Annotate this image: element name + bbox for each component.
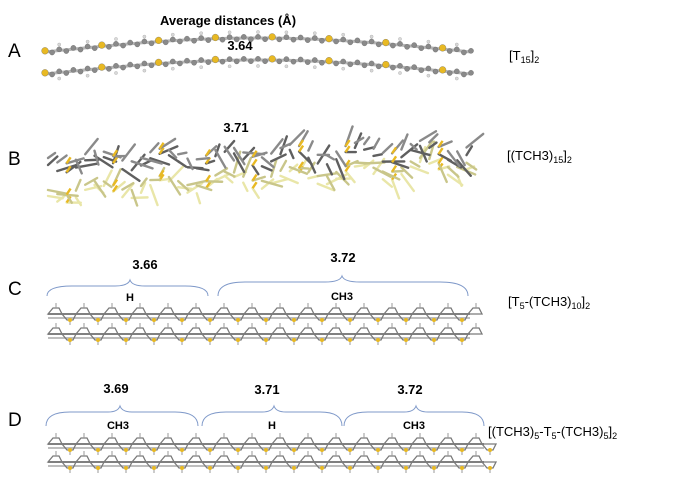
molecule-strands-d xyxy=(46,433,498,473)
formula-d: [(TCH3)5-T5-(TCH3)5]2 xyxy=(488,424,617,441)
brace-c-h xyxy=(46,278,209,297)
segment-label-c-2: CH3 xyxy=(331,291,353,303)
segment-label-d-3: CH3 xyxy=(403,420,425,432)
brace-d-h xyxy=(201,404,343,427)
panel-d: D 3.69 3.71 3.72 CH3 H CH3 [(TCH3)5-T5-(… xyxy=(8,381,617,473)
molecule-strands-a xyxy=(41,30,474,81)
brace-d-ch3-1 xyxy=(45,404,199,427)
segment-label-d-1: CH3 xyxy=(107,420,129,432)
distance-label-d-3: 3.72 xyxy=(397,382,422,397)
distance-label-a: 3.64 xyxy=(227,38,253,53)
molecule-strands-b xyxy=(46,125,485,207)
formula-c: [T5-(TCH3)10]2 xyxy=(508,294,590,311)
panel-b: B 3.71 [(TCH3)15]2 xyxy=(8,120,572,207)
formula-a: [T15]2 xyxy=(509,48,539,65)
formula-b: [(TCH3)15]2 xyxy=(507,148,572,165)
molecule-strands-c xyxy=(46,303,484,345)
segment-label-d-2: H xyxy=(268,420,276,432)
distance-label-c-2: 3.72 xyxy=(330,250,355,265)
distance-label-d-2: 3.71 xyxy=(254,382,279,397)
panel-a: A 3.64 [T15]2 xyxy=(8,30,539,81)
segment-label-c-1: H xyxy=(126,292,134,304)
panel-letter-c: C xyxy=(8,279,22,300)
distance-label-b: 3.71 xyxy=(223,120,248,135)
brace-d-ch3-2 xyxy=(343,404,485,427)
brace-c-ch3 xyxy=(217,274,469,297)
panel-c: C 3.66 3.72 H CH3 [T5-(TCH3)10]2 xyxy=(8,250,590,345)
panel-letter-d: D xyxy=(8,410,22,431)
figure-heading: Average distances (Å) xyxy=(160,13,296,28)
panel-letter-b: B xyxy=(8,149,21,170)
panel-letter-a: A xyxy=(8,41,21,62)
distance-label-d-1: 3.69 xyxy=(103,381,128,396)
distance-label-c-1: 3.66 xyxy=(132,257,157,272)
